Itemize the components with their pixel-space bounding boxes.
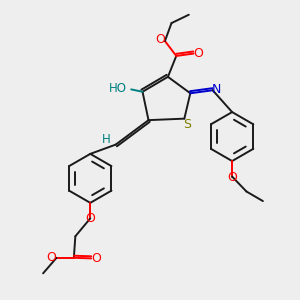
Text: O: O <box>194 47 204 60</box>
Text: S: S <box>183 118 191 130</box>
Text: O: O <box>46 251 56 264</box>
Text: O: O <box>155 33 165 46</box>
Text: O: O <box>85 212 95 226</box>
Text: HO: HO <box>109 82 127 95</box>
Text: O: O <box>227 171 237 184</box>
Text: N: N <box>212 82 221 96</box>
Text: H: H <box>102 133 110 146</box>
Text: O: O <box>91 252 101 265</box>
